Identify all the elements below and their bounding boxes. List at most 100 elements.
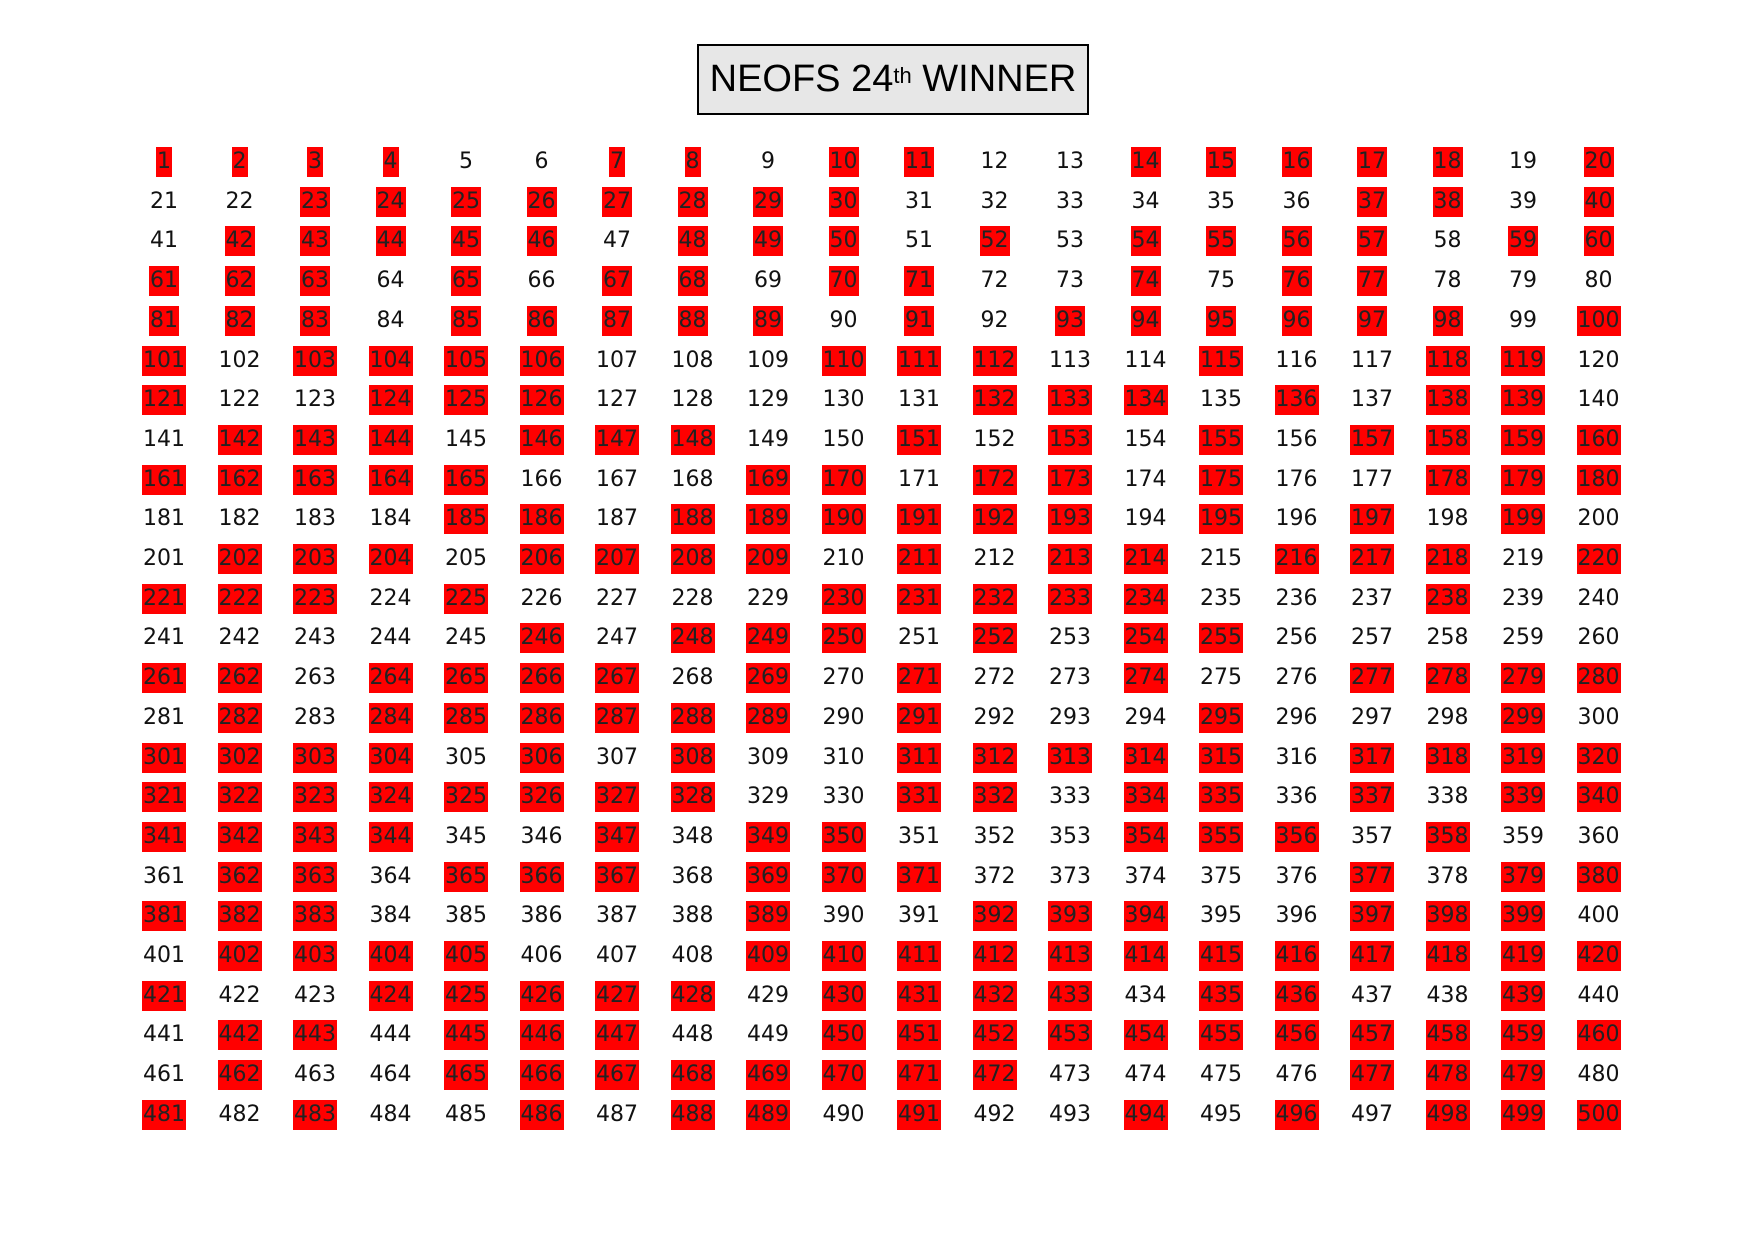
- winner-number: 158: [1425, 424, 1470, 455]
- number: 187: [596, 506, 638, 532]
- winner-number: 409: [746, 941, 790, 971]
- winner-number: 87: [602, 305, 632, 336]
- winner-number: 49: [753, 226, 783, 257]
- number: 215: [1200, 546, 1242, 571]
- number: 251: [898, 625, 940, 651]
- number: 281: [143, 704, 185, 730]
- winner-number: 291: [897, 702, 941, 733]
- number: 351: [898, 823, 940, 849]
- number: 345: [445, 823, 487, 849]
- winner-number: 370: [821, 861, 866, 892]
- winner-number: 74: [1130, 266, 1161, 297]
- winner-number: 62: [224, 266, 255, 297]
- number: 441: [143, 1022, 185, 1048]
- number: 167: [596, 466, 638, 492]
- number: 47: [603, 228, 631, 254]
- winner-number: 465: [444, 1060, 488, 1091]
- winner-number: 213: [1048, 544, 1092, 574]
- number: 353: [1049, 823, 1091, 849]
- winner-number: 63: [300, 266, 330, 297]
- winner-number: 221: [142, 583, 186, 614]
- winner-number: 393: [1048, 901, 1092, 932]
- winner-number: 61: [149, 266, 179, 297]
- winner-number: 8: [684, 147, 701, 177]
- winner-number: 190: [821, 504, 866, 535]
- number: 346: [520, 823, 563, 849]
- number: 78: [1433, 268, 1462, 294]
- winner-number: 119: [1501, 345, 1545, 376]
- number: 149: [747, 426, 789, 452]
- winner-number: 483: [293, 1099, 337, 1130]
- winner-number: 334: [1123, 782, 1168, 813]
- number: 376: [1275, 863, 1318, 889]
- winner-number: 148: [670, 424, 715, 455]
- winner-number: 414: [1123, 941, 1168, 971]
- number: 493: [1049, 1101, 1091, 1127]
- number: 168: [671, 466, 714, 492]
- winner-number: 25: [451, 186, 481, 217]
- number: 90: [829, 307, 858, 333]
- winner-number: 350: [821, 821, 866, 852]
- winner-number: 100: [1576, 305, 1621, 336]
- number: 194: [1124, 506, 1167, 532]
- winner-number: 45: [451, 226, 481, 257]
- winner-number: 344: [368, 821, 413, 852]
- number: 298: [1426, 704, 1469, 730]
- winner-number: 321: [142, 782, 186, 813]
- winner-number: 377: [1350, 861, 1394, 892]
- winner-number: 326: [519, 782, 564, 813]
- winner-number: 246: [519, 623, 564, 654]
- winner-number: 211: [897, 544, 941, 574]
- number: 259: [1502, 625, 1544, 651]
- number: 338: [1426, 784, 1469, 810]
- winner-number: 96: [1281, 305, 1312, 336]
- winner-number: 397: [1350, 901, 1394, 932]
- number: 31: [905, 188, 933, 214]
- winner-number: 169: [746, 464, 790, 495]
- winner-number: 435: [1199, 980, 1243, 1011]
- winner-number: 173: [1048, 464, 1092, 495]
- winner-number: 443: [293, 1020, 337, 1051]
- number: 401: [143, 943, 185, 968]
- winner-number: 163: [293, 464, 337, 495]
- winner-number: 481: [142, 1099, 186, 1130]
- winner-number: 18: [1432, 147, 1463, 177]
- number: 309: [747, 744, 789, 770]
- winner-number: 342: [217, 821, 262, 852]
- winner-number: 313: [1048, 742, 1092, 773]
- number: 9: [761, 149, 775, 174]
- number: 378: [1426, 863, 1469, 889]
- number: 245: [445, 625, 487, 651]
- number: 145: [445, 426, 487, 452]
- winner-number: 392: [972, 901, 1017, 932]
- number: 200: [1577, 506, 1620, 532]
- winner-number: 197: [1350, 504, 1394, 535]
- number: 198: [1426, 506, 1469, 532]
- winner-number: 261: [142, 663, 186, 694]
- number: 408: [671, 943, 714, 968]
- number: 212: [973, 546, 1016, 571]
- winner-number: 164: [368, 464, 413, 495]
- winner-number: 500: [1576, 1099, 1621, 1130]
- winner-number: 459: [1501, 1020, 1545, 1051]
- winner-number: 280: [1576, 663, 1621, 694]
- winner-number: 82: [224, 305, 255, 336]
- number: 236: [1275, 585, 1318, 611]
- winner-number: 282: [217, 702, 262, 733]
- winner-number: 349: [746, 821, 790, 852]
- number: 184: [369, 506, 412, 532]
- number: 36: [1282, 188, 1311, 214]
- number: 384: [369, 903, 412, 929]
- number: 357: [1351, 823, 1393, 849]
- winner-number: 436: [1274, 980, 1319, 1011]
- winner-number: 252: [972, 623, 1017, 654]
- winner-number: 248: [670, 623, 715, 654]
- number: 368: [671, 863, 714, 889]
- number: 474: [1124, 1062, 1167, 1088]
- winner-number: 412: [972, 941, 1017, 971]
- winner-number: 455: [1199, 1020, 1243, 1051]
- number: 243: [294, 625, 336, 651]
- winner-number: 489: [746, 1099, 790, 1130]
- winner-number: 147: [595, 424, 639, 455]
- number: 108: [671, 347, 714, 373]
